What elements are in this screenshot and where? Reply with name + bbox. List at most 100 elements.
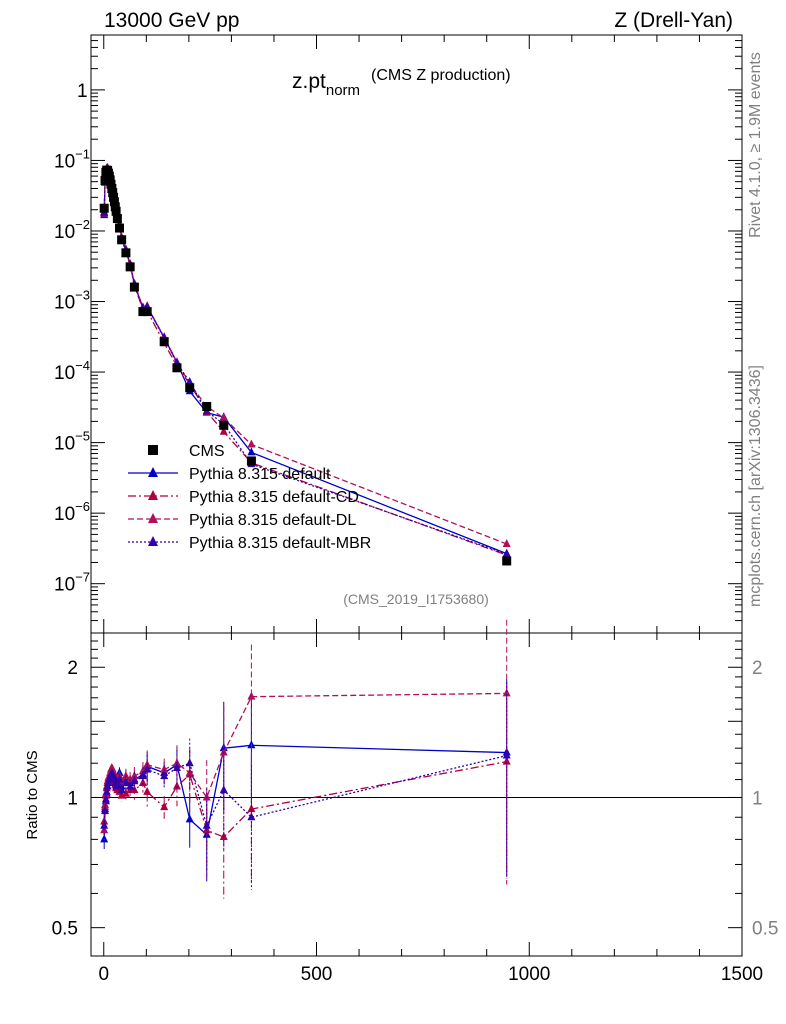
ratio-marker (172, 781, 181, 790)
cms-point (172, 363, 182, 373)
series-marker (247, 439, 256, 448)
cms-point (185, 383, 195, 393)
x-tick-label: 0 (98, 964, 109, 985)
ratio-marker (101, 806, 110, 815)
cms-point (125, 262, 135, 272)
ratio-marker (102, 786, 111, 795)
ratio-y-tick-label: 2 (67, 658, 78, 679)
cms-data (99, 165, 512, 566)
y-tick-label: 10−3 (54, 288, 90, 314)
ratio-marker (185, 814, 194, 823)
ratio-series-1 (100, 688, 511, 899)
ratio-marker (100, 834, 109, 843)
legend-marker (148, 536, 158, 546)
legend-label: CMS (189, 443, 225, 460)
ratio-marker (101, 794, 110, 803)
ratio-marker (126, 774, 135, 783)
y-tick-label: 1 (77, 81, 88, 102)
y-tick-label: 10−5 (54, 429, 90, 455)
x-tick-label: 500 (301, 964, 333, 985)
ratio-marker (247, 804, 256, 813)
y-tick-label: 10−7 (54, 570, 90, 596)
ratio-series-0 (100, 678, 511, 882)
data-marks (99, 162, 512, 899)
series-marker (219, 426, 228, 435)
ratio-marker (126, 781, 135, 790)
ratio-marker (130, 776, 139, 785)
ratio-marker (138, 771, 147, 780)
ratio-marker (121, 778, 130, 787)
ratio-frame (90, 632, 743, 957)
ratio-y-tick-label-right: 1 (752, 788, 763, 809)
ratio-y-tick-label: 0.5 (52, 919, 78, 940)
legend-label: Pythia 8.315 default-DL (189, 512, 356, 529)
ratio-marker (138, 778, 147, 787)
ratio-marker (130, 771, 139, 780)
x-tick-label: 1000 (508, 964, 550, 985)
legend-cms-marker (148, 445, 158, 455)
ratio-series-2 (100, 619, 511, 845)
legend-marker (148, 490, 158, 500)
ratio-marker (115, 774, 124, 783)
ratio-y-tick-label-right: 2 (752, 658, 763, 679)
series-marker (502, 549, 511, 558)
analysis-watermark: (CMS_2019_I1753680) (343, 591, 489, 607)
ratio-marker (160, 771, 169, 780)
y-tick-label: 10−2 (54, 217, 90, 243)
cms-point (111, 206, 121, 216)
plot-title-suffix: (CMS Z production) (371, 67, 511, 84)
ratio-marker (202, 820, 211, 829)
ratio-marker (121, 771, 130, 780)
ratio-series-3 (100, 681, 511, 890)
ratio-marker (113, 779, 122, 788)
x-tick-label: 1500 (721, 964, 763, 985)
energy-label: 13000 GeV pp (104, 9, 239, 32)
series-marker (247, 447, 256, 456)
cms-point (108, 188, 118, 198)
ratio-marker (143, 764, 152, 773)
ratio-marker (160, 802, 169, 811)
legend: CMS Pythia 8.315 default Pythia 8.315 defa… (128, 443, 371, 552)
legend-label: Pythia 8.315 default (189, 466, 331, 483)
cms-point (121, 248, 131, 258)
legend-marker (148, 467, 158, 477)
cms-point (246, 456, 256, 466)
y-tick-label: 10−4 (54, 358, 90, 384)
cms-point (502, 556, 512, 566)
plot-title: z.ptnorm (292, 70, 360, 99)
ratio-marker (502, 750, 511, 759)
ratio-y-tick-label: 1 (67, 788, 78, 809)
ratio-marker (185, 758, 194, 767)
plot-title-sub: norm (326, 82, 360, 99)
cms-point (115, 223, 125, 233)
cms-point (109, 197, 119, 207)
ratio-marker (247, 691, 256, 700)
mcplots-label: mcplots.cern.ch [arXiv:1306.3436] (747, 365, 764, 607)
series-line (103, 166, 507, 545)
ratio-marker (219, 747, 228, 756)
plot-title-main: z.pt (292, 70, 326, 93)
legend-marker (148, 513, 158, 523)
ratio-marker (143, 786, 152, 795)
legend-label: Pythia 8.315 default-CD (189, 489, 359, 506)
series-marker (502, 538, 511, 547)
cms-point (129, 282, 139, 292)
ratio-marker (117, 785, 126, 794)
ratio-marker (219, 785, 228, 794)
series-marker (185, 377, 194, 386)
cms-point (99, 203, 109, 213)
ratio-marker (121, 788, 130, 797)
ratio-marker (172, 762, 181, 771)
cms-point (159, 337, 169, 347)
axes: 0 500 1000 1500 1 10−1 10−2 10−3 10−4 10−5 10−6 10−… (52, 34, 778, 985)
ratio-ylabel: Ratio to CMS (24, 750, 41, 839)
ratio-y-tick-label-right: 0.5 (752, 919, 778, 940)
ratio-marker (247, 812, 256, 821)
cms-point (202, 401, 212, 411)
ratio-marker (160, 764, 169, 773)
ratio-marker (100, 820, 109, 829)
cms-point (219, 420, 229, 430)
rivet-label: Rivet 4.1.0, ≥ 1.9M events (747, 52, 764, 238)
y-tick-label: 10−1 (54, 146, 90, 172)
